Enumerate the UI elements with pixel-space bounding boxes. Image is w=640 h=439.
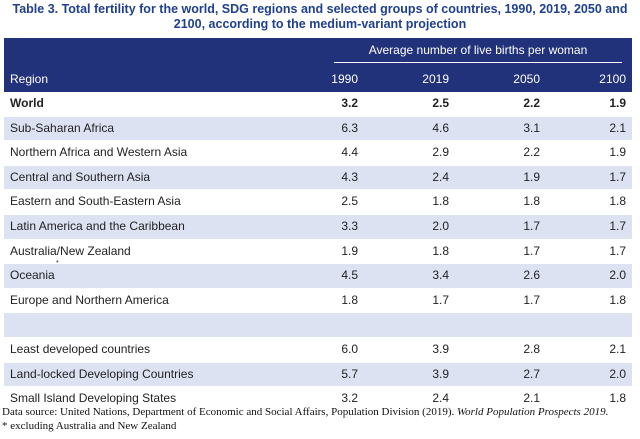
value-cell-2019: 2.4 (432, 391, 449, 406)
fertility-table: Average number of live births per woman … (4, 38, 632, 412)
table-row: Eastern and South-Eastern Asia 2.5 1.8 1.8 1… (4, 190, 632, 215)
table-header: Average number of live births per woman … (4, 38, 632, 92)
value-cell-2019: 3.9 (432, 341, 449, 356)
column-group-label: Average number of live births per woman (334, 43, 622, 63)
year-header-2100: 2100 (599, 72, 626, 86)
value-cell-2100: 1.9 (609, 145, 626, 160)
value-cell-2050: 2.2 (523, 96, 540, 110)
value-cell-2050: 2.7 (523, 366, 540, 381)
table-body: World 3.2 2.5 2.2 1.9 Sub-Saharan Africa 6.3 4.… (4, 92, 632, 412)
table-row: World 3.2 2.5 2.2 1.9 (4, 92, 632, 117)
table-row: Central and Southern Asia 4.3 2.4 1.9 1.7 (4, 165, 632, 191)
region-name: Land-locked Developing Countries (10, 366, 194, 381)
value-cell-2050: 1.7 (523, 243, 540, 258)
value-cell-2100: 1.9 (609, 96, 626, 110)
value-cell-1990: 1.9 (341, 243, 358, 258)
value-cell-2019: 3.9 (432, 366, 449, 381)
value-cell-1990: 4.4 (341, 145, 358, 160)
table-row: Latin America and the Caribbean 3.3 2.0 1.7… (4, 214, 632, 240)
value-cell-2019: 2.0 (432, 218, 449, 233)
region-name: Australia/New Zealand (10, 243, 131, 258)
region-name: Latin America and the Caribbean (10, 218, 185, 233)
footnote: * excluding Australia and New Zealand (2, 420, 177, 432)
value-cell-2100: 2.1 (609, 341, 626, 356)
table-title: Table 3. Total fertility for the world, … (12, 2, 628, 31)
value-cell-2050: 2.2 (523, 145, 540, 160)
region-name: Europe and Northern America (10, 292, 169, 307)
table-row: Land-locked Developing Countries 5.7 3.9 2.… (4, 362, 632, 388)
year-header-1990: 1990 (331, 72, 358, 86)
table-row: Least developed countries 6.0 3.9 2.8 2.1 (4, 338, 632, 363)
value-cell-2019: 1.8 (432, 243, 449, 258)
table-footer: Data source: United Nations, Department … (2, 405, 608, 433)
value-cell-1990: 3.2 (341, 391, 358, 406)
data-source-note: Data source: United Nations, Department … (2, 405, 608, 419)
value-cell-2100: 1.8 (609, 194, 626, 209)
table-row: Northern Africa and Western Asia 4.4 2.9 2.… (4, 141, 632, 166)
region-name: Sub-Saharan Africa (10, 120, 115, 135)
value-cell-1990: 2.5 (341, 194, 358, 209)
region-column-header: Region (10, 72, 49, 86)
year-header-2050: 2050 (513, 72, 540, 86)
data-source-title: World Population Prospects 2019. (456, 406, 609, 418)
data-source-prefix: Data source: United Nations, Department … (2, 406, 455, 418)
value-cell-1990: 3.2 (341, 96, 358, 110)
year-header-2019: 2019 (422, 72, 449, 86)
value-cell-1990: 4.5 (341, 268, 358, 283)
region-name: Small Island Developing States (10, 391, 177, 406)
table-row: Oceania * 4.5 3.4 2.6 2.0 (4, 260, 632, 289)
value-cell-1990: 4.3 (341, 169, 358, 184)
value-cell-2050: 2.6 (523, 268, 540, 283)
value-cell-1990: 5.7 (341, 366, 358, 381)
region-name: World (10, 96, 44, 110)
value-cell-2100: 1.8 (609, 292, 626, 307)
value-cell-1990: 6.0 (341, 341, 358, 356)
value-cell-2019: 1.8 (432, 194, 449, 209)
value-cell-2100: 2.0 (609, 366, 626, 381)
value-cell-2100: 1.7 (609, 218, 626, 233)
value-cell-2019: 3.4 (432, 268, 449, 283)
value-cell-2050: 3.1 (523, 120, 540, 135)
value-cell-1990: 3.3 (341, 218, 358, 233)
region-name: Central and Southern Asia (10, 169, 151, 184)
value-cell-2019: 2.5 (432, 96, 449, 110)
region-name: Eastern and South-Eastern Asia (10, 194, 181, 209)
table-row: Australia/New Zealand 1.9 1.8 1.7 1.7 (4, 240, 632, 265)
value-cell-1990: 6.3 (341, 120, 358, 135)
value-cell-2050: 2.8 (523, 341, 540, 356)
value-cell-2019: 1.7 (432, 292, 449, 307)
region-name: Northern Africa and Western Asia (10, 145, 188, 160)
value-cell-2100: 2.0 (609, 268, 626, 283)
value-cell-2050: 1.7 (523, 218, 540, 233)
value-cell-2019: 4.6 (432, 120, 449, 135)
value-cell-2050: 1.7 (523, 292, 540, 307)
table-row (4, 313, 632, 338)
value-cell-1990: 1.8 (341, 292, 358, 307)
table-row: Small Island Developing States 3.2 2.4 2.1 1… (4, 387, 632, 412)
value-cell-2100: 1.8 (609, 391, 626, 406)
value-cell-2050: 1.9 (523, 169, 540, 184)
table-row: Europe and Northern America 1.8 1.7 1.7 1.8 (4, 289, 632, 314)
value-cell-2050: 1.8 (523, 194, 540, 209)
value-cell-2100: 2.1 (609, 120, 626, 135)
region-name: Least developed countries (10, 341, 151, 356)
table-row: Sub-Saharan Africa 6.3 4.6 3.1 2.1 (4, 116, 632, 142)
region-name: Oceania (10, 268, 55, 283)
value-cell-2019: 2.9 (432, 145, 449, 160)
value-cell-2050: 2.1 (523, 391, 540, 406)
value-cell-2100: 1.7 (609, 169, 626, 184)
value-cell-2100: 1.7 (609, 243, 626, 258)
value-cell-2019: 2.4 (432, 169, 449, 184)
